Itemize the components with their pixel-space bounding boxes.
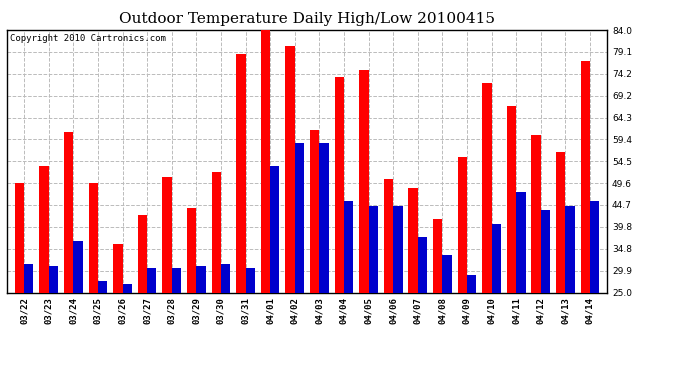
Bar [507,106,516,375]
Bar [482,83,491,375]
Bar [319,144,328,375]
Bar [295,144,304,375]
Bar [236,54,246,375]
Bar [187,208,197,375]
Bar [98,281,107,375]
Bar [73,242,83,375]
Bar [246,268,255,375]
Bar [417,237,427,375]
Bar [162,177,172,375]
Bar [368,206,378,375]
Bar [516,192,526,375]
Text: Copyright 2010 Cartronics.com: Copyright 2010 Cartronics.com [10,34,166,43]
Bar [580,61,590,375]
Bar [491,224,501,375]
Bar [138,214,147,375]
Bar [541,210,550,375]
Bar [212,172,221,375]
Bar [531,135,541,375]
Bar [113,243,123,375]
Bar [359,70,368,375]
Title: Outdoor Temperature Daily High/Low 20100415: Outdoor Temperature Daily High/Low 20100… [119,12,495,26]
Bar [64,132,73,375]
Bar [221,264,230,375]
Bar [433,219,442,375]
Bar [197,266,206,375]
Bar [565,206,575,375]
Bar [467,275,476,375]
Bar [49,266,58,375]
Bar [172,268,181,375]
Bar [590,201,600,375]
Bar [14,183,24,375]
Bar [123,284,132,375]
Bar [393,206,402,375]
Bar [147,268,157,375]
Bar [261,30,270,375]
Bar [88,183,98,375]
Bar [310,130,319,375]
Bar [24,264,34,375]
Bar [270,166,279,375]
Bar [384,179,393,375]
Bar [286,46,295,375]
Bar [335,77,344,375]
Bar [408,188,417,375]
Bar [442,255,452,375]
Bar [457,157,467,375]
Bar [556,152,565,375]
Bar [39,166,49,375]
Bar [344,201,353,375]
